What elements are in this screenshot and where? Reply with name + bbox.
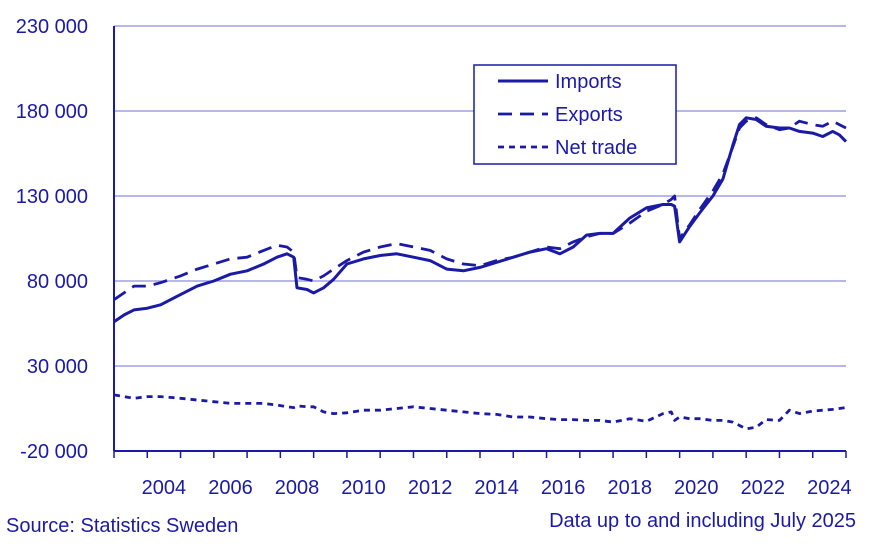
gridlines [114, 25, 846, 367]
data-coverage-note: Data up to and including July 2025 [549, 510, 856, 532]
source-note: Source: Statistics Sweden [6, 515, 239, 537]
series-line-net-trade [113, 393, 847, 431]
x-tick-label: 2012 [408, 477, 453, 499]
legend: Imports Exports Net trade [473, 64, 677, 165]
y-tick-label: 30 000 [27, 356, 88, 378]
y-tick-label: 80 000 [27, 271, 88, 293]
x-axis-ticks: 2004 2006 2008 2010 2012 2014 2016 2018 2020 2022… [113, 451, 852, 499]
legend-label: Net trade [555, 137, 637, 159]
y-axis-ticks: -20 000 30 000 80 000 130 000 180 000 230 000 [16, 16, 88, 463]
line-chart: -20 000 30 000 80 000 130 000 180 000 230 000… [16, 16, 852, 499]
series-line-imports [113, 116, 848, 324]
x-tick-label: 2018 [607, 477, 652, 499]
x-tick-label: 2014 [474, 477, 519, 499]
x-tick-label: 2016 [541, 477, 586, 499]
x-tick-label: 2006 [208, 477, 253, 499]
x-tick-label: 2022 [741, 477, 786, 499]
y-tick-label: 230 000 [16, 16, 88, 38]
legend-label: Imports [555, 71, 622, 93]
y-tick-label: -20 000 [20, 441, 88, 463]
legend-label: Exports [555, 104, 623, 126]
series-lines [113, 116, 848, 431]
x-tick-label: 2020 [674, 477, 719, 499]
x-tick-label: 2004 [142, 477, 187, 499]
y-tick-label: 130 000 [16, 186, 88, 208]
y-tick-label: 180 000 [16, 101, 88, 123]
series-line-exports [113, 116, 847, 301]
x-tick-label: 2008 [275, 477, 320, 499]
x-tick-label: 2024 [807, 477, 852, 499]
x-tick-label: 2010 [341, 477, 386, 499]
